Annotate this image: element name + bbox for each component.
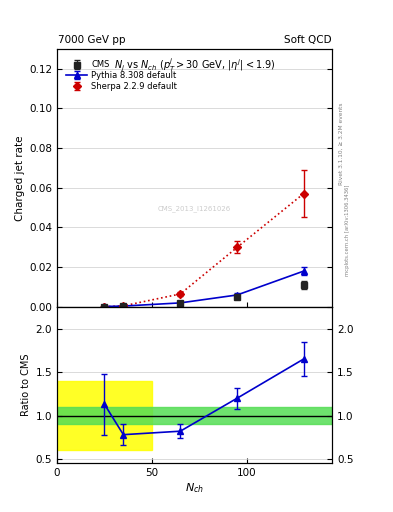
Text: CMS_2013_I1261026: CMS_2013_I1261026 [158,205,231,212]
Y-axis label: Ratio to CMS: Ratio to CMS [21,354,31,416]
Text: 7000 GeV pp: 7000 GeV pp [58,35,126,45]
Bar [57,381,152,451]
Y-axis label: Charged jet rate: Charged jet rate [15,135,25,221]
Text: Soft QCD: Soft QCD [284,35,331,45]
Text: $N_j$ vs $N_{ch}$ ($p_T^j$$>$30 GeV, $|\eta^j|$$<$1.9): $N_j$ vs $N_{ch}$ ($p_T^j$$>$30 GeV, $|\… [114,56,275,74]
Text: mcplots.cern.ch [arXiv:1306.3436]: mcplots.cern.ch [arXiv:1306.3436] [345,185,350,276]
Text: Rivet 3.1.10, ≥ 3.2M events: Rivet 3.1.10, ≥ 3.2M events [339,102,344,185]
Bar [57,407,332,424]
Legend: CMS, Pythia 8.308 default, Sherpa 2.2.9 default: CMS, Pythia 8.308 default, Sherpa 2.2.9 … [64,58,180,93]
X-axis label: $N_{ch}$: $N_{ch}$ [185,481,204,495]
